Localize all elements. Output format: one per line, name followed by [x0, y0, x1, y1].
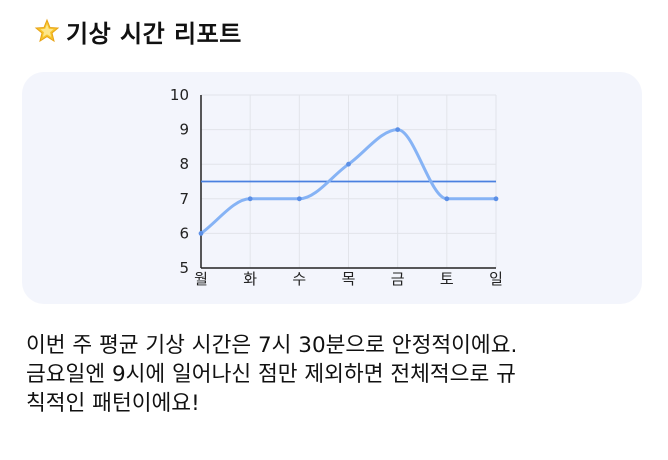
x-tick-label: 금 [391, 270, 405, 288]
summary-line: 칙적인 패턴이에요! [26, 391, 200, 416]
report-header: 기상 시간 리포트 [34, 14, 242, 48]
wake-time-line-chart: 5 6 7 8 9 10 월 화 수 목 금 토 일 [170, 86, 503, 288]
page-title: 기상 시간 리포트 [66, 19, 242, 48]
summary-line: 금요일엔 9시에 일어나신 점만 제외하면 전체적으로 규 [26, 362, 516, 387]
data-point [296, 196, 302, 202]
x-tick-label: 월 [194, 270, 208, 288]
chart-card: 5 6 7 8 9 10 월 화 수 목 금 토 일 [22, 72, 642, 304]
y-tick-label: 9 [179, 121, 189, 139]
x-tick-label: 수 [292, 270, 306, 288]
x-tick-label: 목 [342, 270, 356, 288]
y-tick-label: 10 [170, 86, 189, 104]
data-point [247, 196, 253, 202]
data-point [444, 196, 450, 202]
glowing-star-icon [34, 18, 60, 44]
summary-text: 이번 주 평균 기상 시간은 7시 30분으로 안정적이에요. 금요일엔 9시에… [26, 331, 646, 418]
summary-line: 이번 주 평균 기상 시간은 7시 30분으로 안정적이에요. [26, 333, 518, 358]
data-point [346, 161, 351, 167]
y-tick-label: 8 [179, 155, 189, 173]
data-point [395, 127, 401, 132]
y-tick-label: 6 [179, 224, 189, 242]
x-tick-label: 토 [440, 270, 454, 288]
data-point [493, 196, 499, 202]
y-tick-label: 5 [179, 259, 189, 277]
x-tick-label: 일 [489, 270, 503, 288]
x-tick-label: 화 [243, 270, 257, 288]
y-tick-label: 7 [179, 190, 189, 208]
data-point [198, 231, 204, 236]
